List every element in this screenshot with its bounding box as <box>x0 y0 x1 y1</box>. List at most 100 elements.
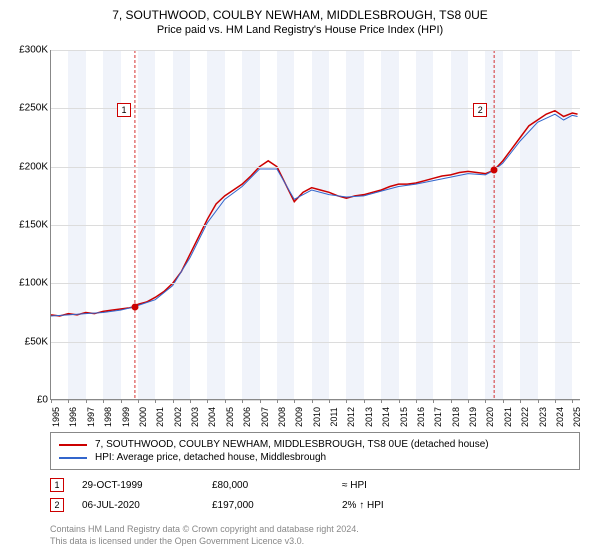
x-tick-label: 2019 <box>468 407 478 427</box>
y-tick-label: £50K <box>6 336 48 347</box>
annotation-date: 29-OCT-1999 <box>82 480 212 491</box>
x-tick-mark <box>433 399 434 403</box>
x-tick-mark <box>51 399 52 403</box>
x-tick-label: 2017 <box>433 407 443 427</box>
x-tick-mark <box>572 399 573 403</box>
y-tick-label: £100K <box>6 278 48 289</box>
footer-line-2: This data is licensed under the Open Gov… <box>50 536 580 548</box>
x-tick-mark <box>399 399 400 403</box>
footer-text: Contains HM Land Registry data © Crown c… <box>50 524 580 547</box>
y-gridline <box>51 400 580 401</box>
x-tick-mark <box>451 399 452 403</box>
x-tick-mark <box>485 399 486 403</box>
annotation-delta: ≈ HPI <box>342 480 472 491</box>
x-tick-mark <box>242 399 243 403</box>
x-tick-label: 2009 <box>294 407 304 427</box>
x-tick-mark <box>416 399 417 403</box>
y-gridline <box>51 50 580 51</box>
x-tick-mark <box>329 399 330 403</box>
x-tick-mark <box>555 399 556 403</box>
x-tick-label: 1997 <box>86 407 96 427</box>
marker-label-box: 2 <box>473 103 487 117</box>
x-tick-mark <box>520 399 521 403</box>
legend-label: 7, SOUTHWOOD, COULBY NEWHAM, MIDDLESBROU… <box>95 439 489 450</box>
x-tick-label: 2023 <box>538 407 548 427</box>
chart-title: 7, SOUTHWOOD, COULBY NEWHAM, MIDDLESBROU… <box>0 0 600 22</box>
legend-item: HPI: Average price, detached house, Midd… <box>59 451 571 464</box>
x-tick-mark <box>225 399 226 403</box>
x-tick-label: 1995 <box>51 407 61 427</box>
x-tick-label: 2007 <box>260 407 270 427</box>
x-tick-label: 2008 <box>277 407 287 427</box>
x-tick-label: 2016 <box>416 407 426 427</box>
y-tick-label: £250K <box>6 103 48 114</box>
x-tick-mark <box>103 399 104 403</box>
x-tick-mark <box>190 399 191 403</box>
x-tick-label: 2010 <box>312 407 322 427</box>
x-tick-label: 2013 <box>364 407 374 427</box>
annotation-number-box: 1 <box>50 478 64 492</box>
marker-label-box: 1 <box>117 103 131 117</box>
x-tick-mark <box>294 399 295 403</box>
annotation-price: £197,000 <box>212 500 342 511</box>
x-tick-label: 1998 <box>103 407 113 427</box>
y-tick-label: £300K <box>6 45 48 56</box>
y-gridline <box>51 225 580 226</box>
x-tick-mark <box>207 399 208 403</box>
x-tick-mark <box>121 399 122 403</box>
x-tick-label: 2018 <box>451 407 461 427</box>
x-tick-label: 2012 <box>346 407 356 427</box>
y-gridline <box>51 167 580 168</box>
x-tick-label: 2004 <box>207 407 217 427</box>
x-tick-label: 2005 <box>225 407 235 427</box>
x-tick-mark <box>260 399 261 403</box>
footer-line-1: Contains HM Land Registry data © Crown c… <box>50 524 580 536</box>
x-tick-label: 1996 <box>68 407 78 427</box>
y-tick-label: £0 <box>6 395 48 406</box>
series-line <box>51 114 578 316</box>
x-tick-mark <box>68 399 69 403</box>
x-tick-mark <box>173 399 174 403</box>
x-tick-mark <box>155 399 156 403</box>
x-tick-label: 2011 <box>329 407 339 426</box>
annotation-price: £80,000 <box>212 480 342 491</box>
x-tick-mark <box>503 399 504 403</box>
y-tick-label: £200K <box>6 161 48 172</box>
plot-area: £0£50K£100K£150K£200K£250K£300K199519961… <box>50 50 580 400</box>
annotation-number-box: 2 <box>50 498 64 512</box>
x-tick-label: 2001 <box>155 407 165 427</box>
x-tick-label: 2022 <box>520 407 530 427</box>
y-gridline <box>51 342 580 343</box>
x-tick-label: 2020 <box>485 407 495 427</box>
marker-dot <box>491 167 498 174</box>
legend-swatch <box>59 444 87 446</box>
x-tick-label: 2021 <box>503 407 513 427</box>
x-tick-label: 2003 <box>190 407 200 427</box>
x-tick-label: 2000 <box>138 407 148 427</box>
x-tick-mark <box>381 399 382 403</box>
y-gridline <box>51 283 580 284</box>
annotation-date: 06-JUL-2020 <box>82 500 212 511</box>
x-tick-mark <box>86 399 87 403</box>
legend-swatch <box>59 457 87 459</box>
x-tick-mark <box>538 399 539 403</box>
chart-container: 7, SOUTHWOOD, COULBY NEWHAM, MIDDLESBROU… <box>0 0 600 560</box>
x-tick-label: 2014 <box>381 407 391 427</box>
x-tick-label: 2025 <box>572 407 582 427</box>
x-tick-mark <box>364 399 365 403</box>
x-tick-label: 2015 <box>399 407 409 427</box>
legend-label: HPI: Average price, detached house, Midd… <box>95 452 326 463</box>
annotation-row: 1 29-OCT-1999£80,000≈ HPI <box>50 478 580 492</box>
x-tick-label: 2002 <box>173 407 183 427</box>
legend-item: 7, SOUTHWOOD, COULBY NEWHAM, MIDDLESBROU… <box>59 438 571 451</box>
x-tick-mark <box>468 399 469 403</box>
legend: 7, SOUTHWOOD, COULBY NEWHAM, MIDDLESBROU… <box>50 432 580 470</box>
x-tick-label: 1999 <box>121 407 131 427</box>
x-tick-mark <box>277 399 278 403</box>
chart-subtitle: Price paid vs. HM Land Registry's House … <box>0 22 600 42</box>
series-line <box>51 111 578 316</box>
x-tick-label: 2024 <box>555 407 565 427</box>
x-tick-mark <box>312 399 313 403</box>
x-tick-mark <box>346 399 347 403</box>
annotation-row: 206-JUL-2020£197,0002% ↑ HPI <box>50 498 580 512</box>
